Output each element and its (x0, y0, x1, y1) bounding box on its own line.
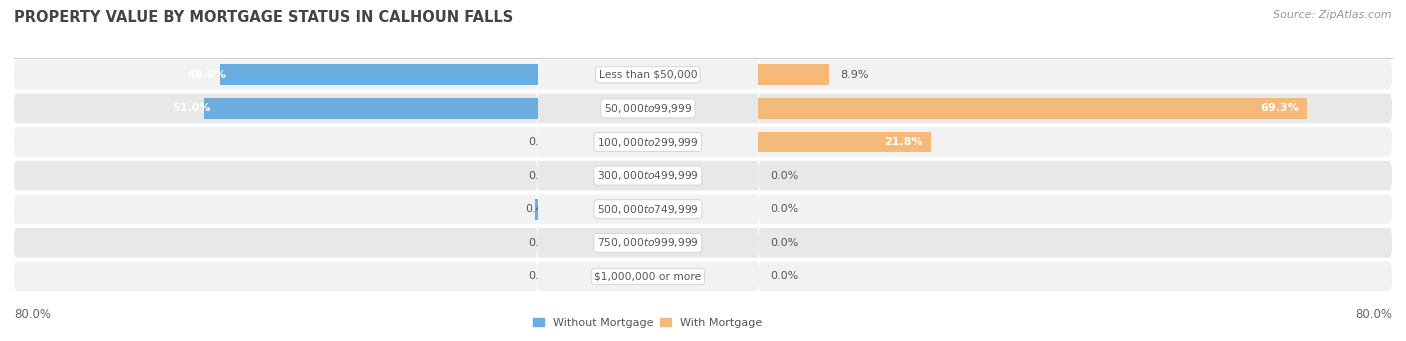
Text: 51.0%: 51.0% (172, 103, 211, 114)
FancyBboxPatch shape (758, 194, 1392, 224)
Text: 0.0%: 0.0% (770, 204, 799, 214)
Text: PROPERTY VALUE BY MORTGAGE STATUS IN CALHOUN FALLS: PROPERTY VALUE BY MORTGAGE STATUS IN CAL… (14, 10, 513, 25)
FancyBboxPatch shape (14, 127, 537, 157)
Text: Less than $50,000: Less than $50,000 (599, 70, 697, 80)
Text: $1,000,000 or more: $1,000,000 or more (595, 271, 702, 281)
Text: Source: ZipAtlas.com: Source: ZipAtlas.com (1274, 10, 1392, 20)
Text: 80.0%: 80.0% (14, 308, 51, 321)
Bar (204, 98, 537, 119)
Text: $500,000 to $749,999: $500,000 to $749,999 (598, 203, 699, 216)
FancyBboxPatch shape (758, 127, 1392, 157)
Bar (536, 199, 537, 220)
FancyBboxPatch shape (758, 60, 1392, 90)
Text: 0.0%: 0.0% (770, 271, 799, 281)
Text: 0.0%: 0.0% (527, 137, 557, 147)
Text: $750,000 to $999,999: $750,000 to $999,999 (598, 236, 699, 249)
Text: $100,000 to $299,999: $100,000 to $299,999 (598, 135, 699, 148)
Text: 8.9%: 8.9% (841, 70, 869, 80)
FancyBboxPatch shape (537, 262, 758, 291)
Text: $50,000 to $99,999: $50,000 to $99,999 (603, 102, 692, 115)
FancyBboxPatch shape (758, 262, 1392, 291)
FancyBboxPatch shape (758, 161, 1392, 190)
Text: $300,000 to $499,999: $300,000 to $499,999 (598, 169, 699, 182)
Text: 80.0%: 80.0% (1355, 308, 1392, 321)
Text: 0.4%: 0.4% (526, 204, 554, 214)
FancyBboxPatch shape (758, 228, 1392, 258)
FancyBboxPatch shape (14, 60, 537, 90)
FancyBboxPatch shape (537, 93, 758, 123)
Bar (219, 64, 537, 85)
FancyBboxPatch shape (537, 228, 758, 258)
Text: 0.0%: 0.0% (527, 271, 557, 281)
Text: 69.3%: 69.3% (1261, 103, 1299, 114)
FancyBboxPatch shape (14, 194, 537, 224)
Bar (758, 132, 931, 152)
Text: 0.0%: 0.0% (770, 170, 799, 181)
FancyBboxPatch shape (14, 93, 537, 123)
Bar (758, 98, 1308, 119)
FancyBboxPatch shape (537, 194, 758, 224)
Text: 0.0%: 0.0% (527, 238, 557, 248)
Text: 0.0%: 0.0% (770, 238, 799, 248)
Text: 48.6%: 48.6% (187, 70, 226, 80)
FancyBboxPatch shape (758, 93, 1392, 123)
Legend: Without Mortgage, With Mortgage: Without Mortgage, With Mortgage (533, 317, 762, 328)
FancyBboxPatch shape (537, 60, 758, 90)
FancyBboxPatch shape (14, 262, 537, 291)
Bar (758, 64, 828, 85)
Text: 21.8%: 21.8% (884, 137, 922, 147)
FancyBboxPatch shape (14, 161, 537, 190)
FancyBboxPatch shape (14, 228, 537, 258)
Text: 0.0%: 0.0% (527, 170, 557, 181)
FancyBboxPatch shape (537, 161, 758, 190)
FancyBboxPatch shape (537, 127, 758, 157)
